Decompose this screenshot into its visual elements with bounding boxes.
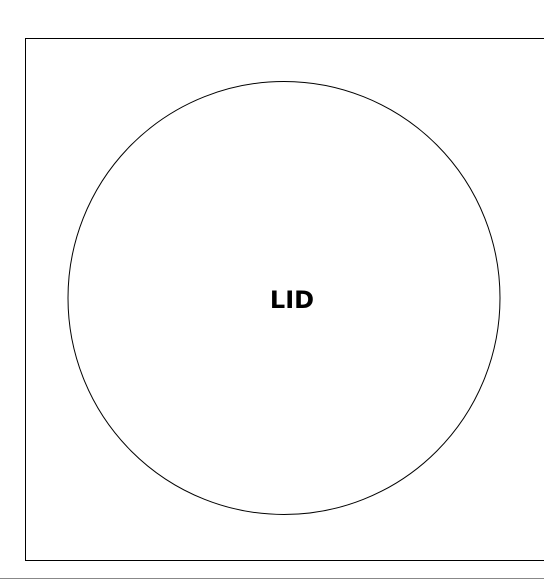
outer-frame xyxy=(25,38,544,561)
lid-circle xyxy=(67,81,501,515)
lid-label: LID xyxy=(270,286,314,314)
